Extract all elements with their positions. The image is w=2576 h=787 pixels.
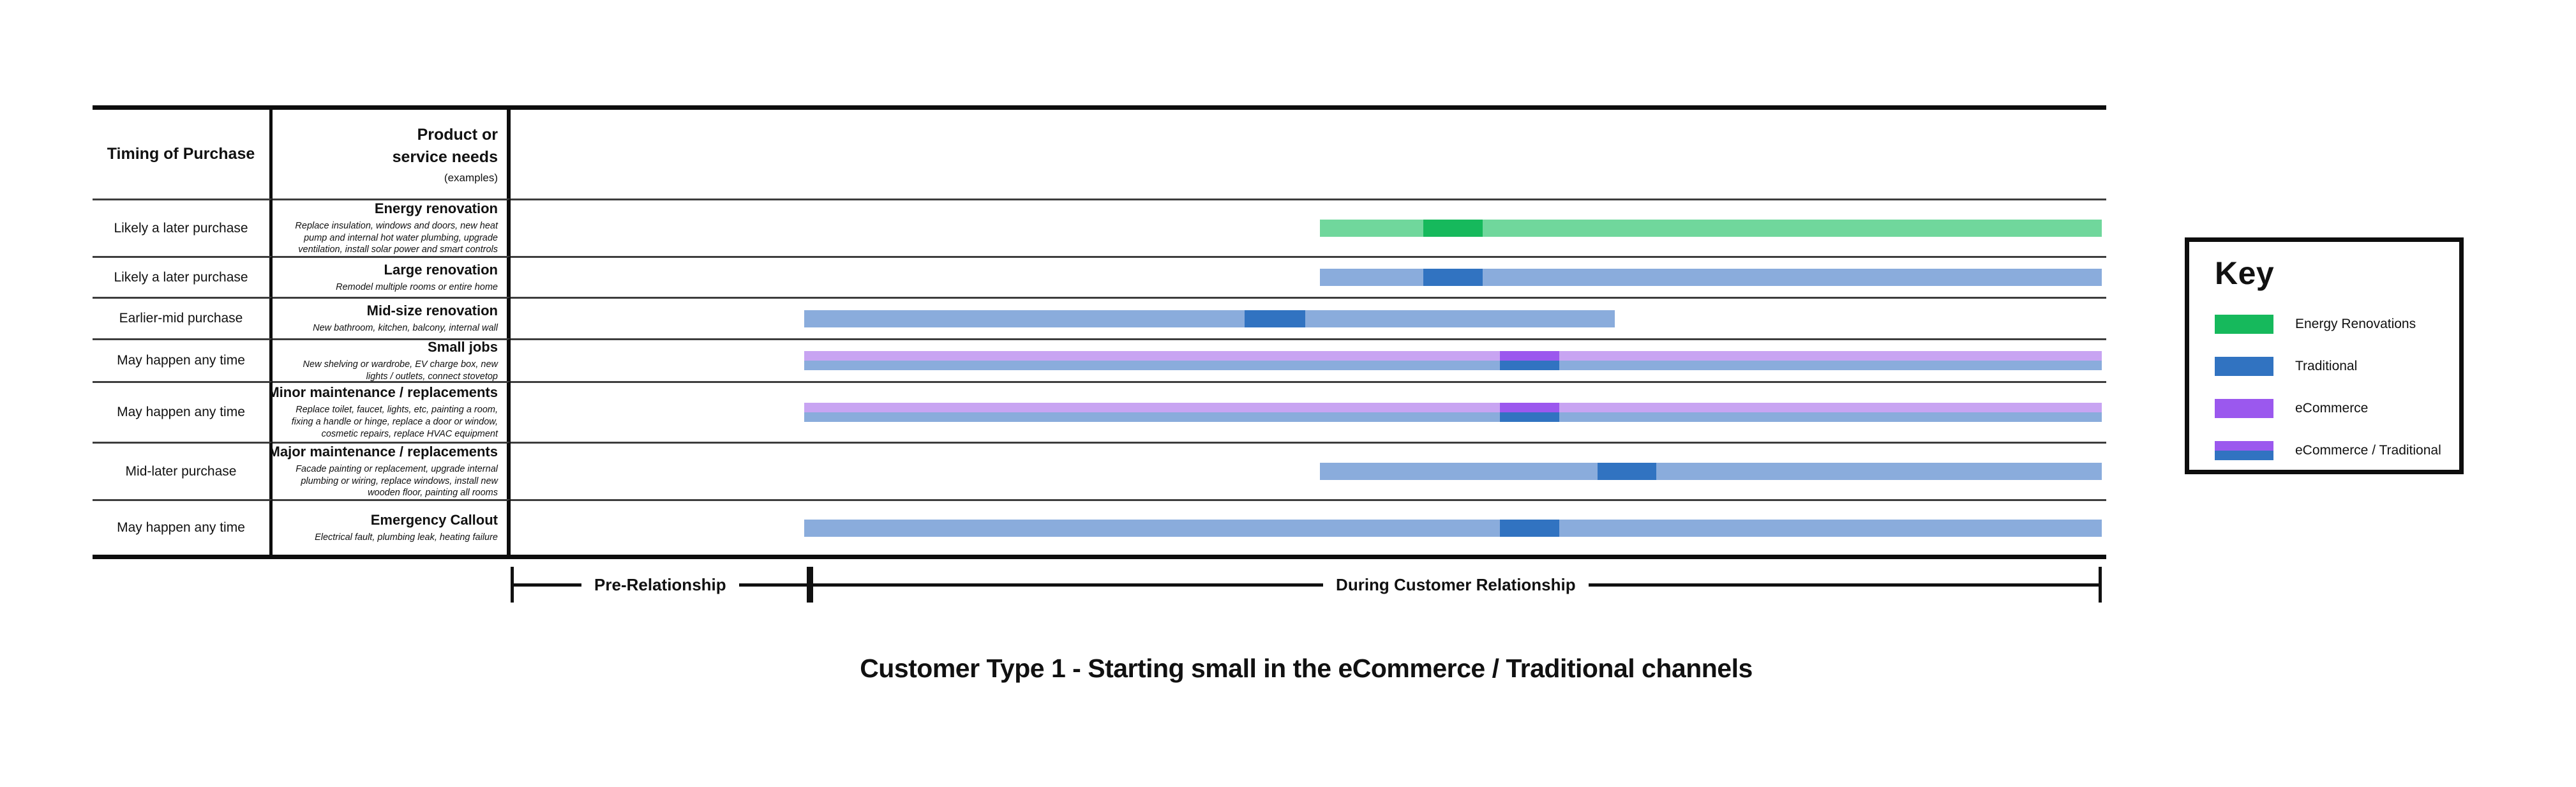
phase-line xyxy=(812,583,1324,587)
ecommerce-swatch xyxy=(2215,399,2273,418)
timing-cell: May happen any time xyxy=(93,381,273,442)
product-examples: Facade painting or replacement, upgrade … xyxy=(296,463,498,498)
product-cell: Major maintenance / replacements Facade p… xyxy=(273,442,511,499)
timing-cell: May happen any time xyxy=(93,499,273,555)
legend-item: Energy Renovations xyxy=(2215,315,2459,334)
bar-segment-traditional xyxy=(1245,310,1305,327)
legend-box: Key Energy Renovations Traditional eComm… xyxy=(2185,237,2464,474)
product-name: Major maintenance / replacements xyxy=(273,443,498,460)
bar-traditional xyxy=(1319,463,2102,480)
header-product-lines: Product or service needs xyxy=(392,126,498,166)
row-lane xyxy=(511,297,2106,338)
product-cell: Small jobs New shelving or wardrobe, EV c… xyxy=(273,338,511,381)
product-examples: New shelving or wardrobe, EV charge box,… xyxy=(303,359,498,381)
bar-traditional xyxy=(804,519,2102,537)
phase-label: Pre-Relationship xyxy=(594,574,726,594)
bar-traditional xyxy=(804,361,2102,370)
timeline-axis: Pre-Relationship During Customer Relation… xyxy=(511,567,2102,603)
bar-segment-ecommerce xyxy=(1500,403,1559,412)
legend-item: eCommerce xyxy=(2215,399,2459,418)
phase-line xyxy=(1588,583,2099,587)
legend-label: Traditional xyxy=(2295,359,2358,373)
header-examples-note: (examples) xyxy=(444,172,498,184)
bar-segment-traditional xyxy=(1423,269,1483,286)
timing-cell: May happen any time xyxy=(93,338,273,381)
phase-line xyxy=(514,583,582,587)
bar-ecommerce xyxy=(804,351,2102,361)
timing-cell: Likely a later purchase xyxy=(93,199,273,256)
product-name: Emergency Callout xyxy=(370,512,498,528)
swatch-half-traditional xyxy=(2215,451,2273,460)
product-examples: New bathroom, kitchen, balcony, internal… xyxy=(313,323,498,334)
swatch-half-ecommerce xyxy=(2215,441,2273,451)
bar-segment-energy xyxy=(1423,220,1483,237)
phase-label: During Customer Relationship xyxy=(1336,574,1576,594)
row-lane xyxy=(511,199,2106,256)
energy-renovations-swatch xyxy=(2215,315,2273,334)
product-name: Energy renovation xyxy=(374,200,498,216)
product-cell: Energy renovation Replace insulation, win… xyxy=(273,199,511,256)
timing-cell: Likely a later purchase xyxy=(93,256,273,297)
chart-title: Customer Type 1 - Starting small in the … xyxy=(860,654,1753,683)
row-lane xyxy=(511,442,2106,499)
row-lane xyxy=(511,338,2106,381)
legend-label: Energy Renovations xyxy=(2295,317,2416,331)
product-cell: Minor maintenance / replacements Replace … xyxy=(273,381,511,442)
bar-traditional xyxy=(804,412,2102,422)
phase-line xyxy=(738,583,807,587)
product-examples: Electrical fault, plumbing leak, heating… xyxy=(315,532,498,543)
bar-segment-traditional xyxy=(1597,463,1656,480)
header-lane-spacer xyxy=(511,110,2106,199)
product-cell: Mid-size renovation New bathroom, kitchen… xyxy=(273,297,511,338)
legend-item: Traditional xyxy=(2215,357,2459,376)
ecommerce-traditional-swatch xyxy=(2215,441,2273,460)
bar-segment-traditional xyxy=(1500,519,1559,537)
timing-cell: Earlier-mid purchase xyxy=(93,297,273,338)
phase-bracket-during-customer-relationship: During Customer Relationship xyxy=(809,567,2102,603)
product-examples: Replace insulation, windows and doors, n… xyxy=(295,220,498,255)
bar-segment-traditional xyxy=(1500,361,1559,370)
product-cell: Large renovation Remodel multiple rooms o… xyxy=(273,256,511,297)
traditional-swatch xyxy=(2215,357,2273,376)
legend-label: eCommerce / Traditional xyxy=(2295,443,2441,458)
row-lane xyxy=(511,256,2106,297)
product-name: Large renovation xyxy=(384,261,498,278)
row-lane xyxy=(511,499,2106,555)
product-examples: Remodel multiple rooms or entire home xyxy=(336,281,498,292)
product-name: Minor maintenance / replacements xyxy=(273,384,498,401)
header-timing-of-purchase: Timing of Purchase xyxy=(93,110,273,199)
header-product-or-service-needs: Product or service needs (examples) xyxy=(273,110,511,199)
bar-segment-ecommerce xyxy=(1500,351,1559,361)
bar-ecommerce xyxy=(804,403,2102,412)
row-lane xyxy=(511,381,2106,442)
phase-bracket-pre-relationship: Pre-Relationship xyxy=(511,567,810,603)
bar-segment-traditional xyxy=(1500,412,1559,422)
legend-item: eCommerce / Traditional xyxy=(2215,441,2459,460)
legend-label: eCommerce xyxy=(2295,401,2369,416)
product-examples: Replace toilet, faucet, lights, etc, pai… xyxy=(291,405,498,439)
product-name: Mid-size renovation xyxy=(366,303,498,319)
purchase-timing-table: Timing of Purchase Product or service ne… xyxy=(93,105,2106,559)
legend-title: Key xyxy=(2215,255,2275,291)
timing-cell: Mid-later purchase xyxy=(93,442,273,499)
bar-traditional xyxy=(804,310,1615,327)
product-name: Small jobs xyxy=(427,338,498,355)
product-cell: Emergency Callout Electrical fault, plumb… xyxy=(273,499,511,555)
